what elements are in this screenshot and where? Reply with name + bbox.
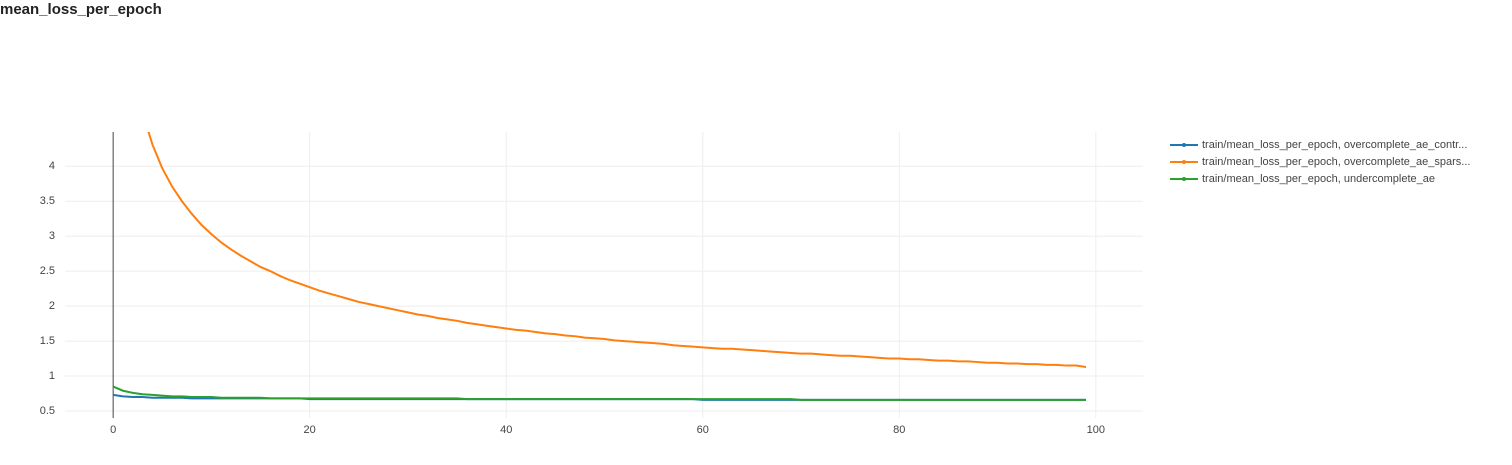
y-tick-label: 1 (49, 370, 55, 382)
plot-area (112, 132, 1087, 401)
x-tick-label: 40 (500, 424, 512, 436)
y-tick-label: 4 (49, 160, 55, 172)
chart-title: mean_loss_per_epoch (0, 1, 162, 18)
series-line (147, 132, 1087, 368)
x-tick-label: 0 (110, 424, 116, 436)
y-tick-label: 3 (49, 230, 55, 242)
legend-label: train/mean_loss_per_epoch, undercomplete… (1202, 173, 1435, 185)
y-tick-label: 3.5 (40, 195, 55, 207)
y-tick-label: 2.5 (40, 265, 55, 277)
series-line (112, 385, 1086, 401)
x-tick-label: 80 (893, 424, 905, 436)
legend-marker (1182, 143, 1186, 147)
x-tick-label: 60 (697, 424, 709, 436)
y-tick-label: 2 (49, 300, 55, 312)
y-tick-label: 1.5 (40, 335, 55, 347)
legend-label: train/mean_loss_per_epoch, overcomplete_… (1202, 156, 1470, 168)
legend-label: train/mean_loss_per_epoch, overcomplete_… (1202, 139, 1467, 151)
x-tick-label: 20 (304, 424, 316, 436)
y-tick-label: 0.5 (40, 405, 55, 417)
legend-marker (1182, 177, 1186, 181)
legend-marker (1182, 160, 1186, 164)
x-tick-label: 100 (1087, 424, 1105, 436)
